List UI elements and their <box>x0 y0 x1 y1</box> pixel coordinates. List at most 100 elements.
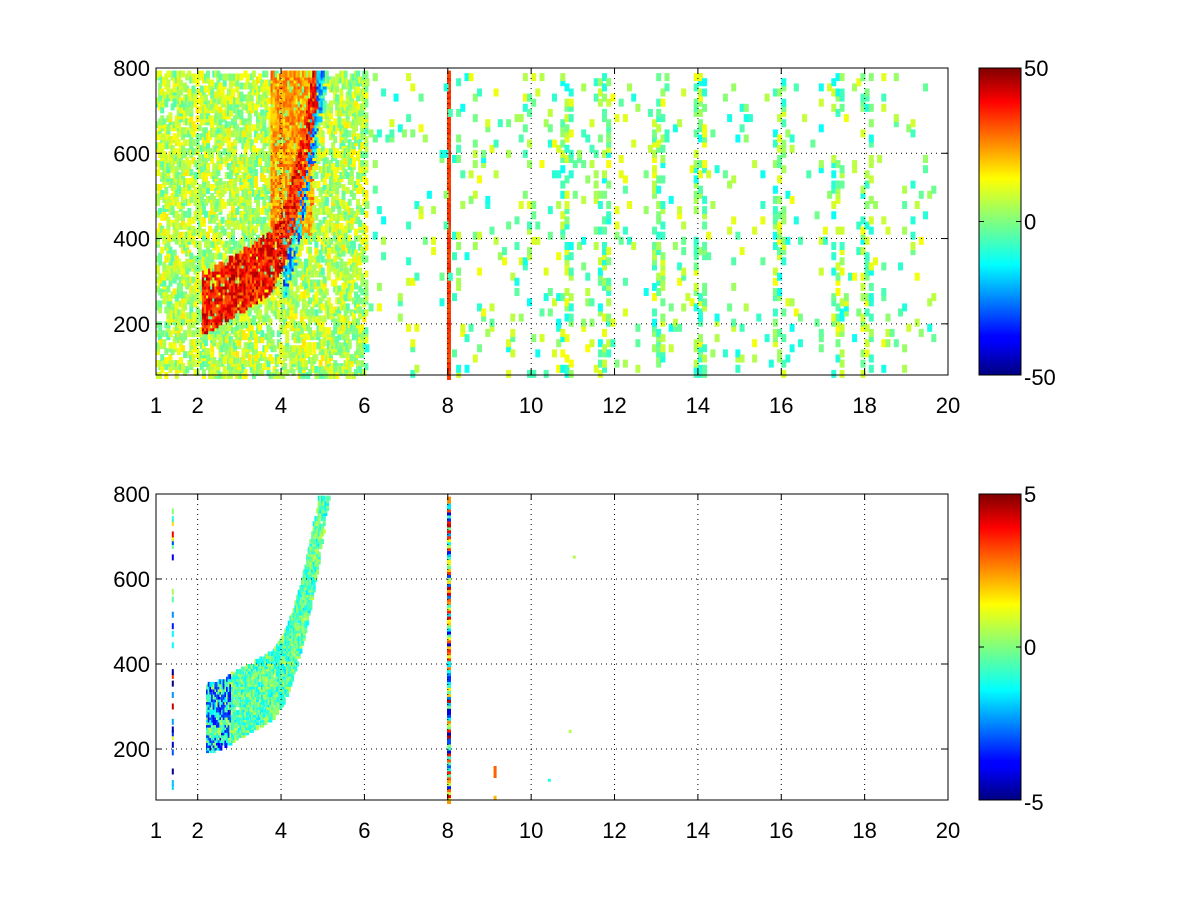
heatmap-cell <box>443 83 449 92</box>
heatmap-cell <box>264 264 269 272</box>
heatmap-cell <box>506 149 512 158</box>
heatmap-cell <box>237 252 242 260</box>
heatmap-cell <box>324 70 329 78</box>
heatmap-cell <box>210 360 215 368</box>
heatmap-cell <box>308 279 313 287</box>
heatmap-cell <box>472 139 478 148</box>
heatmap-cell <box>339 270 344 278</box>
heatmap-cell <box>203 133 208 141</box>
heatmap-cell <box>364 279 369 287</box>
heatmap-cell <box>335 342 340 350</box>
heatmap-cell <box>316 115 321 123</box>
heatmap-cell <box>281 285 286 293</box>
heatmap-cell <box>212 115 217 123</box>
heatmap-cell <box>156 276 160 284</box>
heatmap-cell <box>510 272 516 281</box>
heatmap-cell <box>485 328 491 337</box>
heatmap-cell <box>216 321 221 329</box>
heatmap-cell <box>189 252 194 260</box>
heatmap-cell <box>337 270 342 278</box>
heatmap-cell <box>337 366 342 373</box>
heatmap-cell <box>306 273 311 281</box>
heatmap-cell <box>185 231 190 239</box>
heatmap-cell <box>228 237 233 245</box>
heatmap-cell <box>191 360 196 368</box>
heatmap-cell <box>185 94 190 102</box>
heatmap-cell <box>274 360 279 368</box>
heatmap-cell <box>337 201 342 209</box>
heatmap-cell <box>256 354 260 362</box>
heatmap-cell <box>172 336 177 344</box>
heatmap-cell <box>195 163 200 171</box>
heatmap-cell <box>481 308 487 317</box>
heatmap-cell <box>531 236 537 245</box>
heatmap-cell <box>235 130 240 138</box>
heatmap-cell <box>299 127 304 135</box>
heatmap-cell <box>335 243 340 251</box>
heatmap-cell <box>224 219 229 227</box>
heatmap-cell <box>235 252 240 260</box>
heatmap-cell <box>326 166 331 174</box>
heatmap-cell <box>168 318 173 326</box>
heatmap-cell <box>260 148 265 156</box>
heatmap-cell <box>316 207 321 215</box>
heatmap-cell <box>354 136 358 144</box>
heatmap-cell <box>235 207 240 215</box>
heatmap-cell <box>235 357 240 365</box>
heatmap-cell <box>185 106 190 114</box>
heatmap-cell <box>160 288 165 296</box>
heatmap-cell <box>351 73 356 81</box>
heatmap-cell <box>176 154 181 162</box>
heatmap-cell <box>197 258 202 266</box>
heatmap-cell <box>264 91 269 99</box>
heatmap-cell <box>239 357 244 365</box>
heatmap-cell <box>166 163 171 171</box>
heatmap-cell <box>418 206 424 215</box>
heatmap-cell <box>522 149 528 158</box>
heatmap-cell <box>239 315 244 323</box>
heatmap-cell <box>222 252 227 260</box>
heatmap-cell <box>239 82 244 90</box>
heatmap-cell <box>360 142 365 150</box>
heatmap-cell <box>324 204 329 212</box>
heatmap-cell <box>220 330 225 338</box>
heatmap-cell <box>233 240 238 248</box>
heatmap-cell <box>195 339 200 347</box>
heatmap-cell <box>164 142 169 150</box>
heatmap-cell <box>308 246 313 254</box>
heatmap-cell <box>347 339 352 347</box>
heatmap-cell <box>287 79 292 87</box>
heatmap-cell <box>339 100 344 108</box>
heatmap-cell <box>335 148 340 156</box>
heatmap-cell <box>324 288 329 296</box>
heatmap-cell <box>343 204 348 212</box>
heatmap-cell <box>364 201 370 209</box>
heatmap-cell <box>329 112 333 120</box>
heatmap-cell <box>304 288 308 296</box>
heatmap-cell <box>314 315 319 323</box>
heatmap-cell <box>216 133 221 141</box>
heatmap-cell <box>285 97 290 105</box>
heatmap-cell <box>191 121 196 129</box>
heatmap-cell <box>337 207 342 215</box>
heatmap-cell <box>168 300 173 308</box>
heatmap-cell <box>208 261 213 269</box>
heatmap-cell <box>212 276 217 284</box>
heatmap-cell <box>262 216 267 224</box>
heatmap-cell <box>443 190 449 199</box>
heatmap-cell <box>158 360 163 368</box>
heatmap-cell <box>314 333 319 341</box>
heatmap-cell <box>329 219 333 227</box>
heatmap-cell <box>260 261 265 269</box>
heatmap-cell <box>447 70 451 79</box>
heatmap-cell <box>354 118 358 126</box>
heatmap-cell <box>464 334 470 343</box>
heatmap-cell <box>322 100 327 108</box>
heatmap-cell <box>358 204 363 212</box>
heatmap-cell <box>318 127 323 135</box>
heatmap-cell <box>472 160 478 169</box>
heatmap-cell <box>233 121 238 129</box>
heatmap-cell <box>349 216 354 224</box>
heatmap-cell <box>362 198 367 206</box>
heatmap-cell <box>231 79 235 87</box>
